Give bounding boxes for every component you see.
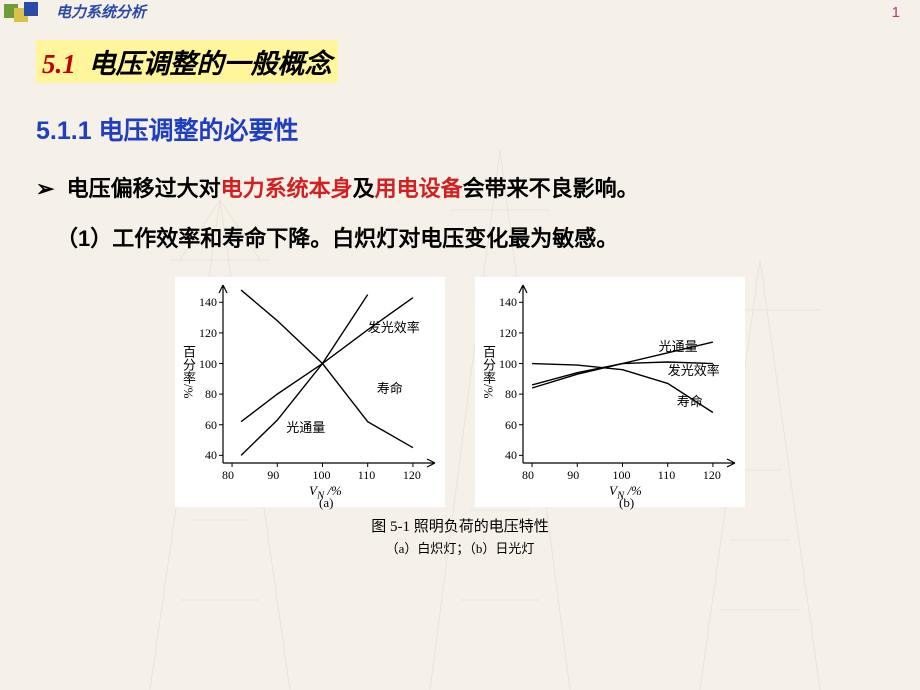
page-number: 1 <box>892 4 900 21</box>
chart-a: 8090100110120406080100120140光通量发光效率寿命百分率… <box>175 277 445 507</box>
figure-caption: 图 5-1 照明负荷的电压特性 （a）白炽灯；（b）日光灯 <box>36 515 884 557</box>
bullet-hl2: 用电设备 <box>375 176 463 201</box>
figure-caption-sub: （a）白炽灯；（b）日光灯 <box>36 538 884 557</box>
section-title: 电压调整的一般概念 <box>89 49 332 79</box>
corner-decoration <box>4 4 46 18</box>
bullet-arrow-icon: ➢ <box>36 176 54 202</box>
bullet-mid: 及 <box>353 176 375 201</box>
deco-square-3 <box>24 2 38 16</box>
chart-b: 8090100110120406080100120140光通量发光效率寿命百分率… <box>475 277 745 507</box>
header-title: 电力系统分析 <box>56 1 146 22</box>
section-number: 5.1 <box>42 49 76 79</box>
bullet-pre: 电压偏移过大对 <box>67 176 221 201</box>
charts-row: 8090100110120406080100120140光通量发光效率寿命百分率… <box>36 277 884 507</box>
bullet-hl1: 电力系统本身 <box>221 176 353 201</box>
slide-content: 5.1 电压调整的一般概念 5.1.1 电压调整的必要性 ➢ 电压偏移过大对电力… <box>0 22 920 557</box>
sub-item: （1）工作效率和寿命下降。白炽灯对电压变化最为敏感。 <box>56 221 884 253</box>
section-heading: 5.1 电压调整的一般概念 <box>36 40 338 83</box>
figure-caption-title: 图 5-1 照明负荷的电压特性 <box>36 515 884 536</box>
bullet-post: 会带来不良影响。 <box>463 176 639 201</box>
slide-header: 电力系统分析 1 <box>0 0 920 22</box>
subsection-heading: 5.1.1 电压调整的必要性 <box>36 111 884 147</box>
bullet-line: ➢ 电压偏移过大对电力系统本身及用电设备会带来不良影响。 <box>36 171 884 203</box>
